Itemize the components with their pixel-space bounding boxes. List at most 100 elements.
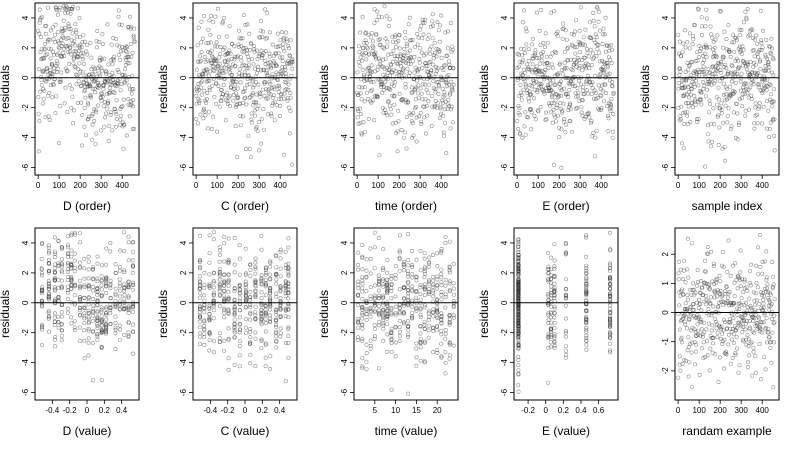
- data-point: [439, 329, 444, 334]
- data-point: [283, 67, 288, 72]
- data-point: [705, 353, 710, 358]
- data-point: [608, 287, 613, 292]
- data-point: [276, 51, 281, 56]
- data-point: [693, 290, 698, 295]
- data-point: [273, 317, 278, 322]
- data-point: [526, 47, 531, 52]
- data-point: [122, 81, 127, 86]
- data-point: [372, 326, 377, 331]
- data-point: [422, 271, 427, 276]
- data-point: [563, 330, 568, 335]
- data-point: [414, 257, 419, 262]
- data-point: [55, 66, 60, 71]
- data-point: [686, 335, 691, 340]
- data-point: [426, 279, 431, 284]
- data-point: [699, 15, 704, 20]
- data-point: [218, 252, 223, 257]
- data-point: [608, 281, 613, 286]
- data-point: [208, 40, 213, 45]
- data-point: [104, 290, 109, 295]
- data-point: [74, 30, 79, 35]
- data-point: [198, 258, 203, 263]
- data-point: [211, 316, 216, 321]
- data-point: [46, 243, 51, 248]
- data-point: [389, 311, 394, 316]
- data-point: [418, 306, 423, 311]
- data-point: [548, 81, 553, 86]
- data-point: [770, 104, 775, 109]
- data-point: [372, 7, 377, 12]
- data-point: [278, 334, 283, 339]
- data-point: [118, 248, 123, 253]
- data-point: [289, 73, 294, 78]
- data-point: [385, 316, 390, 321]
- data-point: [407, 70, 412, 75]
- data-point: [693, 58, 698, 63]
- data-point: [69, 286, 74, 291]
- data-point: [718, 299, 723, 304]
- data-point: [676, 259, 681, 264]
- data-point: [69, 266, 74, 271]
- data-point: [393, 45, 398, 50]
- y-tick-label: -2: [21, 104, 30, 112]
- data-point: [278, 314, 283, 319]
- data-point: [40, 327, 45, 332]
- data-point: [722, 319, 727, 324]
- data-point: [750, 27, 755, 32]
- data-point: [106, 139, 111, 144]
- data-point: [268, 290, 273, 295]
- data-point: [46, 281, 51, 286]
- data-point: [569, 129, 574, 134]
- data-point: [99, 128, 104, 133]
- data-point: [267, 54, 272, 59]
- data-point: [724, 349, 729, 354]
- data-point: [401, 264, 406, 269]
- data-point: [451, 313, 456, 318]
- data-point: [414, 275, 419, 280]
- data-point: [39, 266, 44, 271]
- data-point: [237, 315, 242, 320]
- data-point: [63, 85, 68, 90]
- data-point: [258, 28, 263, 33]
- y-tick-label: 4: [179, 240, 188, 245]
- data-point: [431, 62, 436, 67]
- data-point: [747, 325, 752, 330]
- data-point: [368, 271, 373, 276]
- data-point: [574, 45, 579, 50]
- data-point: [410, 262, 415, 267]
- x-axis-label: sample index: [692, 199, 763, 213]
- data-point: [283, 71, 288, 76]
- data-point: [449, 107, 454, 112]
- data-point: [360, 14, 365, 19]
- data-point: [386, 99, 391, 104]
- data-point: [764, 249, 769, 254]
- data-point: [207, 87, 212, 92]
- data-point: [419, 119, 424, 124]
- data-point: [552, 304, 557, 309]
- data-point: [39, 304, 44, 309]
- data-point: [237, 343, 242, 348]
- y-tick-label: 2: [661, 45, 670, 50]
- data-point: [383, 36, 388, 41]
- data-point: [52, 315, 57, 320]
- data-point: [53, 111, 58, 116]
- data-point: [372, 230, 377, 235]
- x-axis-label: C (order): [221, 199, 269, 213]
- data-point: [103, 115, 108, 120]
- data-point: [426, 311, 431, 316]
- data-point: [427, 82, 432, 87]
- x-tick-label: 5: [373, 406, 378, 415]
- data-point: [360, 356, 365, 361]
- data-point: [77, 265, 82, 270]
- data-point: [741, 20, 746, 25]
- data-point: [207, 348, 212, 353]
- data-point: [548, 315, 553, 320]
- data-point: [244, 294, 249, 299]
- data-point: [199, 85, 204, 90]
- data-point: [686, 374, 691, 379]
- data-point: [596, 9, 601, 14]
- data-point: [94, 131, 99, 136]
- data-point: [594, 128, 599, 133]
- data-point: [372, 334, 377, 339]
- data-point: [202, 327, 207, 332]
